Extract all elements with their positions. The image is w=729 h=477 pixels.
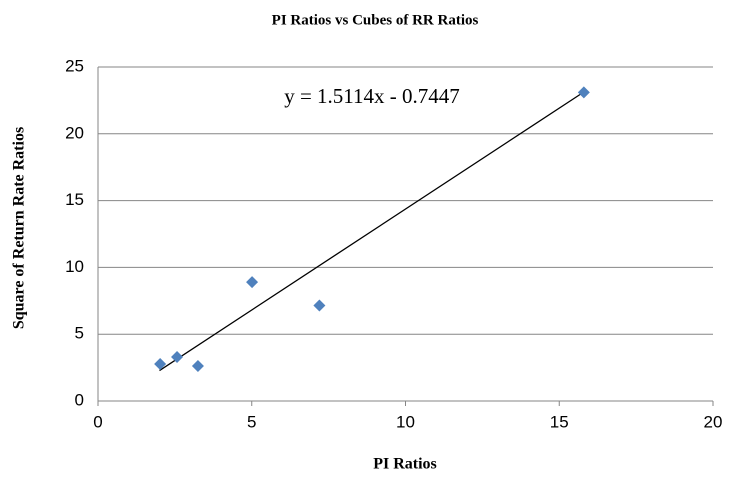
x-tick-label: 5: [247, 412, 256, 431]
trendline: [159, 91, 585, 372]
x-tick-label: 15: [550, 412, 569, 431]
scatter-point: [577, 86, 590, 99]
y-tick-label: 0: [75, 390, 84, 409]
scatter-point: [313, 299, 326, 312]
scatter-point: [191, 359, 204, 372]
scatter-point: [246, 276, 259, 289]
x-axis-label: PI Ratios: [373, 456, 437, 473]
x-tick-label: 20: [704, 412, 723, 431]
y-tick-label: 20: [65, 123, 84, 142]
scatter-point: [171, 351, 184, 364]
trendline-equation: y = 1.5114x - 0.7447: [284, 84, 460, 108]
x-tick-label: 10: [396, 412, 415, 431]
x-tick-label: 0: [93, 412, 102, 431]
y-tick-label: 10: [65, 257, 84, 276]
y-tick-label: 25: [65, 56, 84, 75]
y-axis-label: Square of Return Rate Ratios: [11, 127, 28, 329]
scatter-point: [154, 357, 167, 370]
chart-title: PI Ratios vs Cubes of RR Ratios: [272, 12, 479, 28]
y-tick-label: 5: [75, 324, 84, 343]
y-tick-label: 15: [65, 190, 84, 209]
